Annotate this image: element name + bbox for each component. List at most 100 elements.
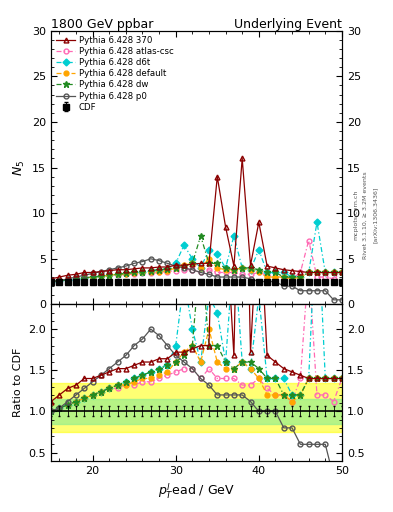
- Pythia 6.428 atlas-csc: [248, 271, 253, 278]
- Pythia 6.428 d6t: [173, 260, 178, 266]
- Pythia 6.428 370: [132, 266, 136, 272]
- Pythia 6.428 d6t: [298, 274, 303, 280]
- Pythia 6.428 370: [331, 269, 336, 275]
- Pythia 6.428 default: [57, 278, 62, 284]
- Pythia 6.428 d6t: [99, 273, 103, 279]
- Pythia 6.428 370: [123, 267, 128, 273]
- Pythia 6.428 atlas-csc: [90, 274, 95, 280]
- Pythia 6.428 p0: [340, 297, 344, 303]
- Pythia 6.428 p0: [223, 274, 228, 280]
- Pythia 6.428 d6t: [65, 276, 70, 283]
- Pythia 6.428 p0: [90, 270, 95, 276]
- Pythia 6.428 370: [281, 267, 286, 273]
- Pythia 6.428 dw: [140, 268, 145, 274]
- Pythia 6.428 p0: [298, 288, 303, 294]
- Pythia 6.428 d6t: [240, 265, 244, 271]
- Pythia 6.428 p0: [240, 274, 244, 280]
- Pythia 6.428 p0: [149, 255, 153, 262]
- Pythia 6.428 dw: [149, 268, 153, 274]
- Pythia 6.428 p0: [82, 272, 87, 279]
- Pythia 6.428 p0: [107, 267, 112, 273]
- Pythia 6.428 d6t: [290, 274, 294, 280]
- Pythia 6.428 atlas-csc: [190, 267, 195, 273]
- Pythia 6.428 dw: [49, 279, 53, 285]
- Text: mcplots.cern.ch: mcplots.cern.ch: [353, 190, 358, 240]
- Pythia 6.428 default: [323, 269, 328, 275]
- Pythia 6.428 atlas-csc: [73, 276, 78, 282]
- Line: Pythia 6.428 default: Pythia 6.428 default: [49, 257, 344, 284]
- Pythia 6.428 p0: [273, 279, 278, 285]
- Pythia 6.428 dw: [198, 233, 203, 239]
- Pythia 6.428 default: [207, 255, 211, 262]
- Pythia 6.428 370: [340, 269, 344, 275]
- Pythia 6.428 dw: [298, 274, 303, 280]
- Pythia 6.428 d6t: [132, 269, 136, 275]
- Pythia 6.428 370: [215, 174, 220, 180]
- Pythia 6.428 default: [115, 271, 120, 278]
- Pythia 6.428 p0: [215, 274, 220, 280]
- Pythia 6.428 atlas-csc: [265, 272, 270, 279]
- Pythia 6.428 d6t: [82, 275, 87, 281]
- Pythia 6.428 default: [281, 274, 286, 280]
- Pythia 6.428 atlas-csc: [157, 269, 162, 275]
- Pythia 6.428 atlas-csc: [207, 267, 211, 273]
- Pythia 6.428 dw: [90, 274, 95, 280]
- Pythia 6.428 p0: [57, 278, 62, 284]
- Pythia 6.428 atlas-csc: [290, 276, 294, 282]
- Pythia 6.428 370: [315, 269, 320, 275]
- Pythia 6.428 d6t: [306, 269, 311, 275]
- Pythia 6.428 370: [248, 262, 253, 268]
- Pythia 6.428 dw: [323, 269, 328, 275]
- Pythia 6.428 dw: [231, 267, 236, 273]
- Pythia 6.428 atlas-csc: [340, 269, 344, 275]
- Pythia 6.428 default: [173, 265, 178, 271]
- Pythia 6.428 dw: [248, 265, 253, 271]
- Pythia 6.428 default: [248, 267, 253, 273]
- Text: Rivet 3.1.10, ≥ 3.2M events: Rivet 3.1.10, ≥ 3.2M events: [363, 171, 368, 259]
- Pythia 6.428 370: [99, 268, 103, 274]
- Pythia 6.428 dw: [281, 274, 286, 280]
- Pythia 6.428 dw: [265, 269, 270, 275]
- Pythia 6.428 dw: [65, 276, 70, 283]
- Pythia 6.428 atlas-csc: [281, 274, 286, 280]
- Pythia 6.428 default: [157, 268, 162, 274]
- Pythia 6.428 dw: [73, 276, 78, 282]
- Pythia 6.428 dw: [306, 269, 311, 275]
- Pythia 6.428 d6t: [257, 247, 261, 253]
- Pythia 6.428 default: [149, 269, 153, 275]
- Pythia 6.428 atlas-csc: [273, 274, 278, 280]
- Pythia 6.428 dw: [190, 260, 195, 266]
- Pythia 6.428 p0: [281, 283, 286, 289]
- Pythia 6.428 d6t: [323, 269, 328, 275]
- Pythia 6.428 atlas-csc: [306, 238, 311, 244]
- Pythia 6.428 dw: [57, 278, 62, 284]
- Pythia 6.428 370: [115, 267, 120, 273]
- Pythia 6.428 default: [65, 276, 70, 283]
- Pythia 6.428 d6t: [90, 274, 95, 280]
- Pythia 6.428 default: [257, 269, 261, 275]
- Pythia 6.428 d6t: [115, 271, 120, 278]
- Pythia 6.428 default: [265, 274, 270, 280]
- Pythia 6.428 p0: [315, 288, 320, 294]
- Pythia 6.428 p0: [207, 271, 211, 278]
- Pythia 6.428 p0: [306, 288, 311, 294]
- Pythia 6.428 dw: [215, 260, 220, 266]
- Legend: Pythia 6.428 370, Pythia 6.428 atlas-csc, Pythia 6.428 d6t, Pythia 6.428 default: Pythia 6.428 370, Pythia 6.428 atlas-csc…: [54, 33, 176, 114]
- Pythia 6.428 dw: [99, 273, 103, 279]
- Pythia 6.428 p0: [290, 283, 294, 289]
- Pythia 6.428 p0: [99, 268, 103, 274]
- Pythia 6.428 atlas-csc: [231, 269, 236, 275]
- Pythia 6.428 p0: [73, 274, 78, 280]
- Pythia 6.428 atlas-csc: [298, 269, 303, 275]
- Pythia 6.428 default: [49, 279, 53, 285]
- Pythia 6.428 atlas-csc: [132, 271, 136, 278]
- X-axis label: $p_T^l$ead / GeV: $p_T^l$ead / GeV: [158, 481, 235, 501]
- Pythia 6.428 p0: [182, 265, 186, 271]
- Pythia 6.428 370: [265, 263, 270, 269]
- Pythia 6.428 dw: [115, 271, 120, 278]
- Pythia 6.428 d6t: [207, 247, 211, 253]
- Pythia 6.428 dw: [240, 265, 244, 271]
- Pythia 6.428 d6t: [223, 265, 228, 271]
- Pythia 6.428 370: [57, 274, 62, 280]
- Bar: [51, 399, 342, 424]
